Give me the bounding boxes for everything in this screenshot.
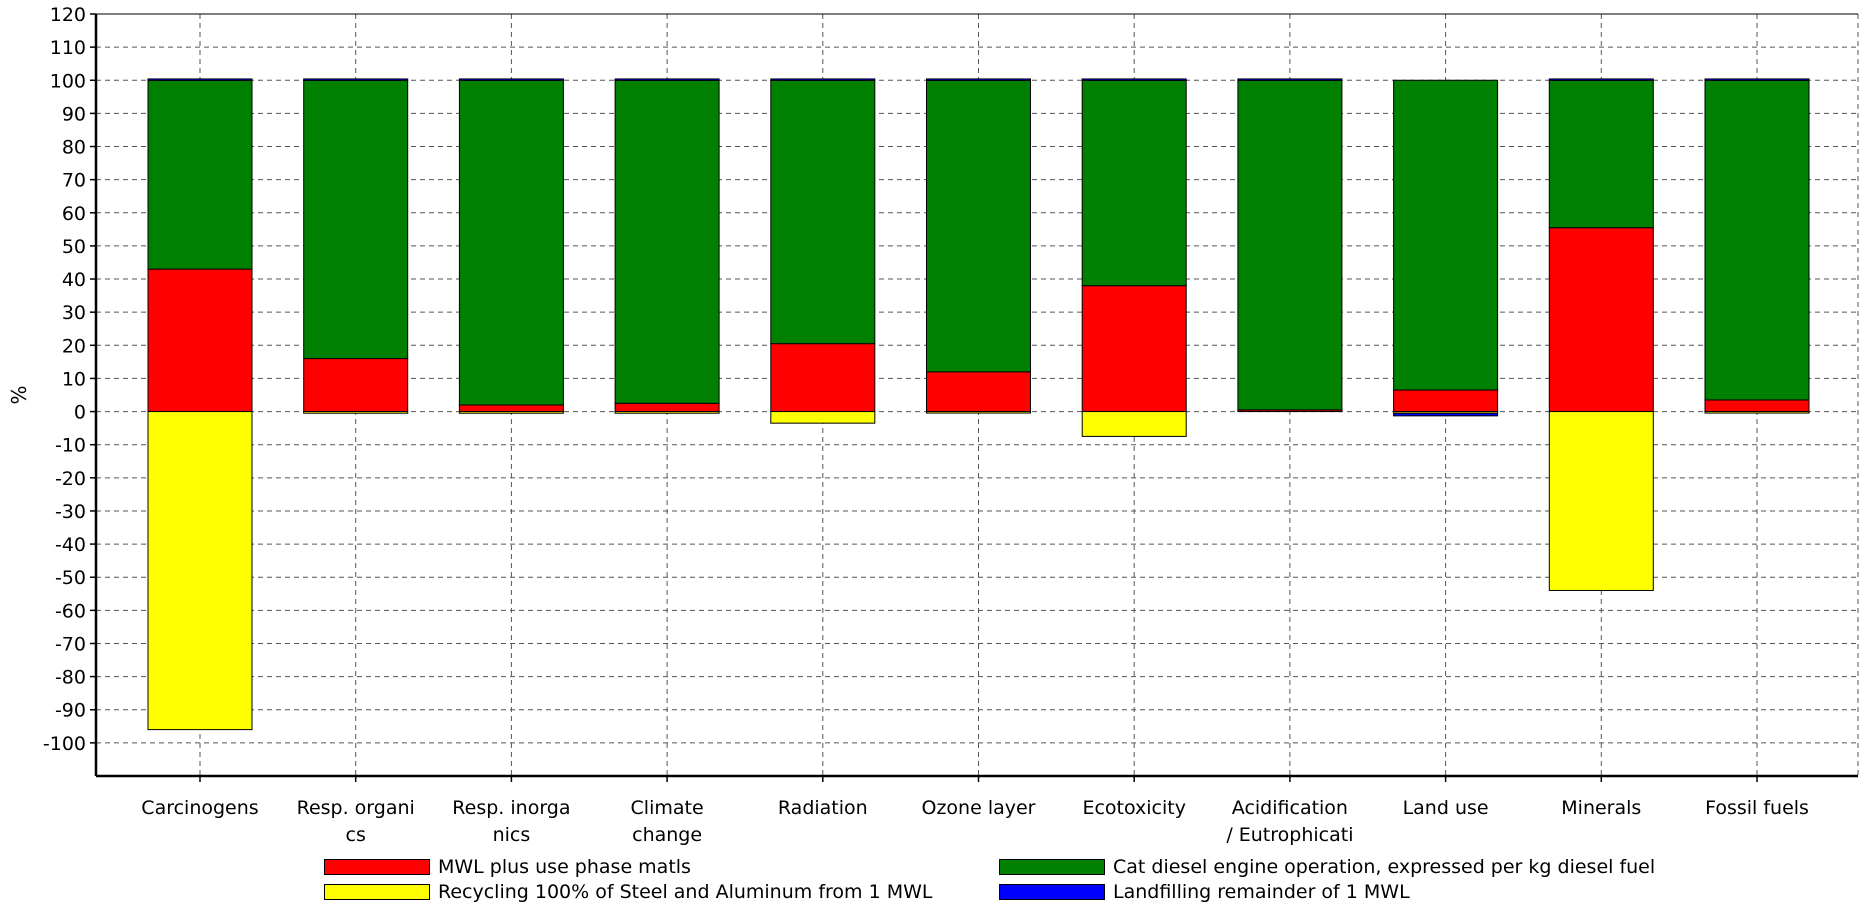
legend-label-diesel: Cat diesel engine operation, expressed p… (1113, 856, 1656, 878)
bar-segment (614, 78, 720, 81)
bar-segment (303, 79, 409, 360)
y-tick-label: -10 (55, 435, 86, 457)
bar-segment (1081, 411, 1187, 437)
legend-swatch-mwl (324, 859, 430, 875)
y-tick-label: -100 (43, 733, 86, 755)
legend: MWL plus use phase matls Recycling 100% … (0, 856, 1865, 907)
bar-segment (303, 411, 409, 414)
bar-segment (1393, 79, 1499, 391)
bar-segment (1548, 411, 1654, 591)
bar-segment (1548, 78, 1654, 81)
y-tick-label: 30 (62, 302, 86, 324)
x-tick-label: Radiation (778, 797, 868, 819)
y-tick-label: 60 (62, 203, 86, 225)
y-tick-label: 10 (62, 368, 86, 390)
y-tick-label: -80 (55, 667, 86, 689)
bar-segment (1081, 78, 1187, 81)
bar-segment (770, 343, 876, 413)
x-tick-label: Carcinogens (141, 797, 258, 819)
bar-segment (770, 78, 876, 81)
y-tick-label: -60 (55, 600, 86, 622)
x-tick-label: Resp. inorga (452, 797, 570, 819)
legend-swatch-diesel (999, 859, 1105, 875)
bar-segment (1548, 227, 1654, 413)
x-tick-label: Climate (631, 797, 704, 819)
bar-segment (1704, 399, 1810, 413)
bar-segment (458, 411, 564, 414)
y-tick-label: -20 (55, 468, 86, 490)
x-tick-label: Fossil fuels (1705, 797, 1809, 819)
bar-segment (770, 79, 876, 345)
bar-segment (1704, 411, 1810, 414)
x-tick-label: change (632, 824, 702, 846)
legend-label-mwl: MWL plus use phase matls (438, 856, 691, 878)
y-tick-label: 110 (50, 37, 86, 59)
bar-segment (614, 402, 720, 413)
y-tick-label: -50 (55, 567, 86, 589)
x-tick-label: Resp. organi (297, 797, 415, 819)
legend-item-recycling: Recycling 100% of Steel and Aluminum fro… (324, 881, 932, 903)
bar-segment (1704, 78, 1810, 81)
bar-segment (926, 371, 1031, 413)
y-tick-label: -70 (55, 633, 86, 655)
bar-segment (1081, 79, 1187, 287)
x-tick-label: / Eutrophicati (1226, 824, 1353, 846)
bar-segment (147, 78, 253, 81)
bar-segment (770, 411, 876, 424)
x-tick-label: Ecotoxicity (1082, 797, 1186, 819)
x-tick-label: cs (346, 824, 366, 846)
bar-segment (303, 78, 409, 81)
y-tick-label: 50 (62, 236, 86, 258)
bar-segment (147, 268, 253, 413)
bar-segment (1393, 412, 1499, 417)
bar-segment (1704, 79, 1810, 401)
bar-segment (926, 78, 1031, 81)
bar-segment (614, 79, 720, 404)
bar-segment (1393, 389, 1499, 413)
x-tick-label: nics (493, 824, 531, 846)
y-tick-label: 90 (62, 103, 86, 125)
bar-segment (458, 79, 564, 406)
bar-segment (1081, 285, 1187, 413)
bar-segment (1237, 78, 1343, 81)
legend-item-mwl: MWL plus use phase matls (324, 856, 691, 878)
y-tick-label: -40 (55, 534, 86, 556)
legend-swatch-landfill (999, 884, 1105, 900)
legend-label-recycling: Recycling 100% of Steel and Aluminum fro… (438, 881, 933, 903)
bar-segment (458, 78, 564, 81)
bar-segment (303, 358, 409, 413)
bar-segment (147, 411, 253, 731)
bar-segment (926, 79, 1031, 373)
x-tick-label: Minerals (1561, 797, 1641, 819)
legend-item-landfill: Landfilling remainder of 1 MWL (999, 881, 1410, 903)
y-tick-label: -90 (55, 700, 86, 722)
y-tick-label: 20 (62, 335, 86, 357)
y-tick-label: 40 (62, 269, 86, 291)
legend-swatch-recycling (324, 884, 430, 900)
bar-segment (1237, 79, 1343, 411)
bar-segment (147, 79, 253, 270)
legend-item-diesel: Cat diesel engine operation, expressed p… (999, 856, 1655, 878)
bar-segment (614, 411, 720, 414)
x-tick-label: Ozone layer (922, 797, 1036, 819)
bar-segment (458, 404, 564, 413)
bar-segment (1548, 79, 1654, 229)
y-tick-label: 70 (62, 170, 86, 192)
x-tick-label: Land use (1403, 797, 1489, 819)
y-tick-label: -30 (55, 501, 86, 523)
bar-segment (926, 411, 1031, 414)
y-tick-label: 120 (50, 4, 86, 26)
y-tick-label: 80 (62, 137, 86, 159)
y-axis-label: % (7, 385, 31, 404)
legend-label-landfill: Landfilling remainder of 1 MWL (1113, 881, 1410, 903)
y-tick-label: 0 (74, 402, 86, 424)
y-tick-label: 100 (50, 70, 86, 92)
x-tick-label: Acidification (1232, 797, 1348, 819)
